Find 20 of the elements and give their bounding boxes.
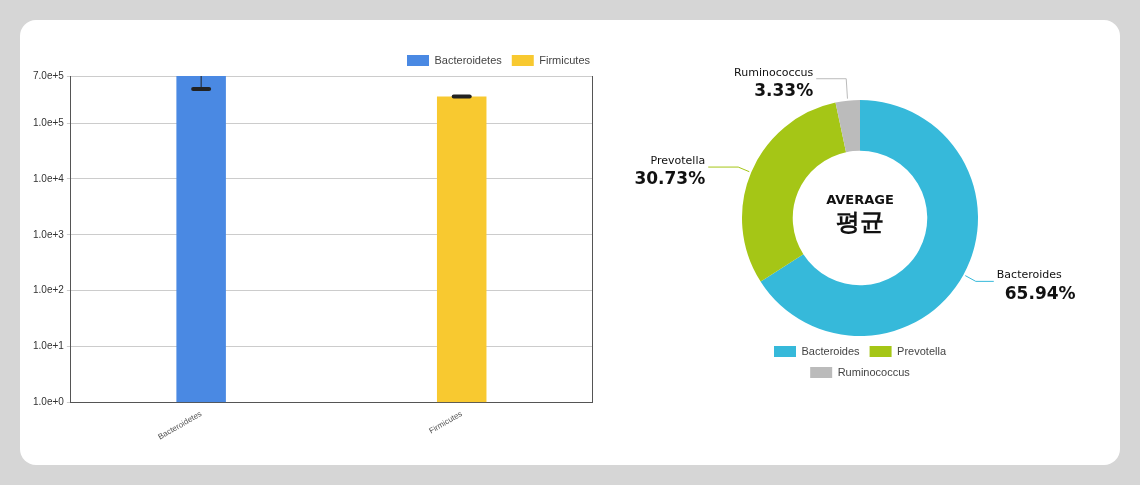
legend-label: Bacteroidetes <box>434 53 503 66</box>
legend-label: Ruminococcus <box>837 365 911 378</box>
y-tick-label: 1.0e+2 <box>32 284 65 296</box>
legend-label: Firmicutes <box>539 53 591 66</box>
slice-label: Ruminococcus <box>734 65 814 79</box>
data-label: 65.94% <box>1004 282 1076 303</box>
y-tick-label: 1.0e+0 <box>32 395 65 407</box>
y-tick-label: 1.0e+5 <box>32 116 65 128</box>
legend-label: Bacteroides <box>801 344 861 357</box>
data-label: 30.73% <box>634 168 706 189</box>
legend-label: Prevotella <box>897 344 947 357</box>
y-tick-label: 1.0e+3 <box>32 228 65 240</box>
text: AVERAGE <box>825 192 895 208</box>
slice-label: Bacteroides <box>996 268 1063 282</box>
slice-label: Prevotella <box>650 153 706 167</box>
y-tick-label: 7.0e+5 <box>32 69 65 81</box>
data-label: 3.33% <box>754 80 814 101</box>
y-tick-label: 1.0e+4 <box>32 172 65 184</box>
text: 평균 <box>835 208 885 236</box>
y-tick-label: 1.0e+1 <box>32 340 65 352</box>
